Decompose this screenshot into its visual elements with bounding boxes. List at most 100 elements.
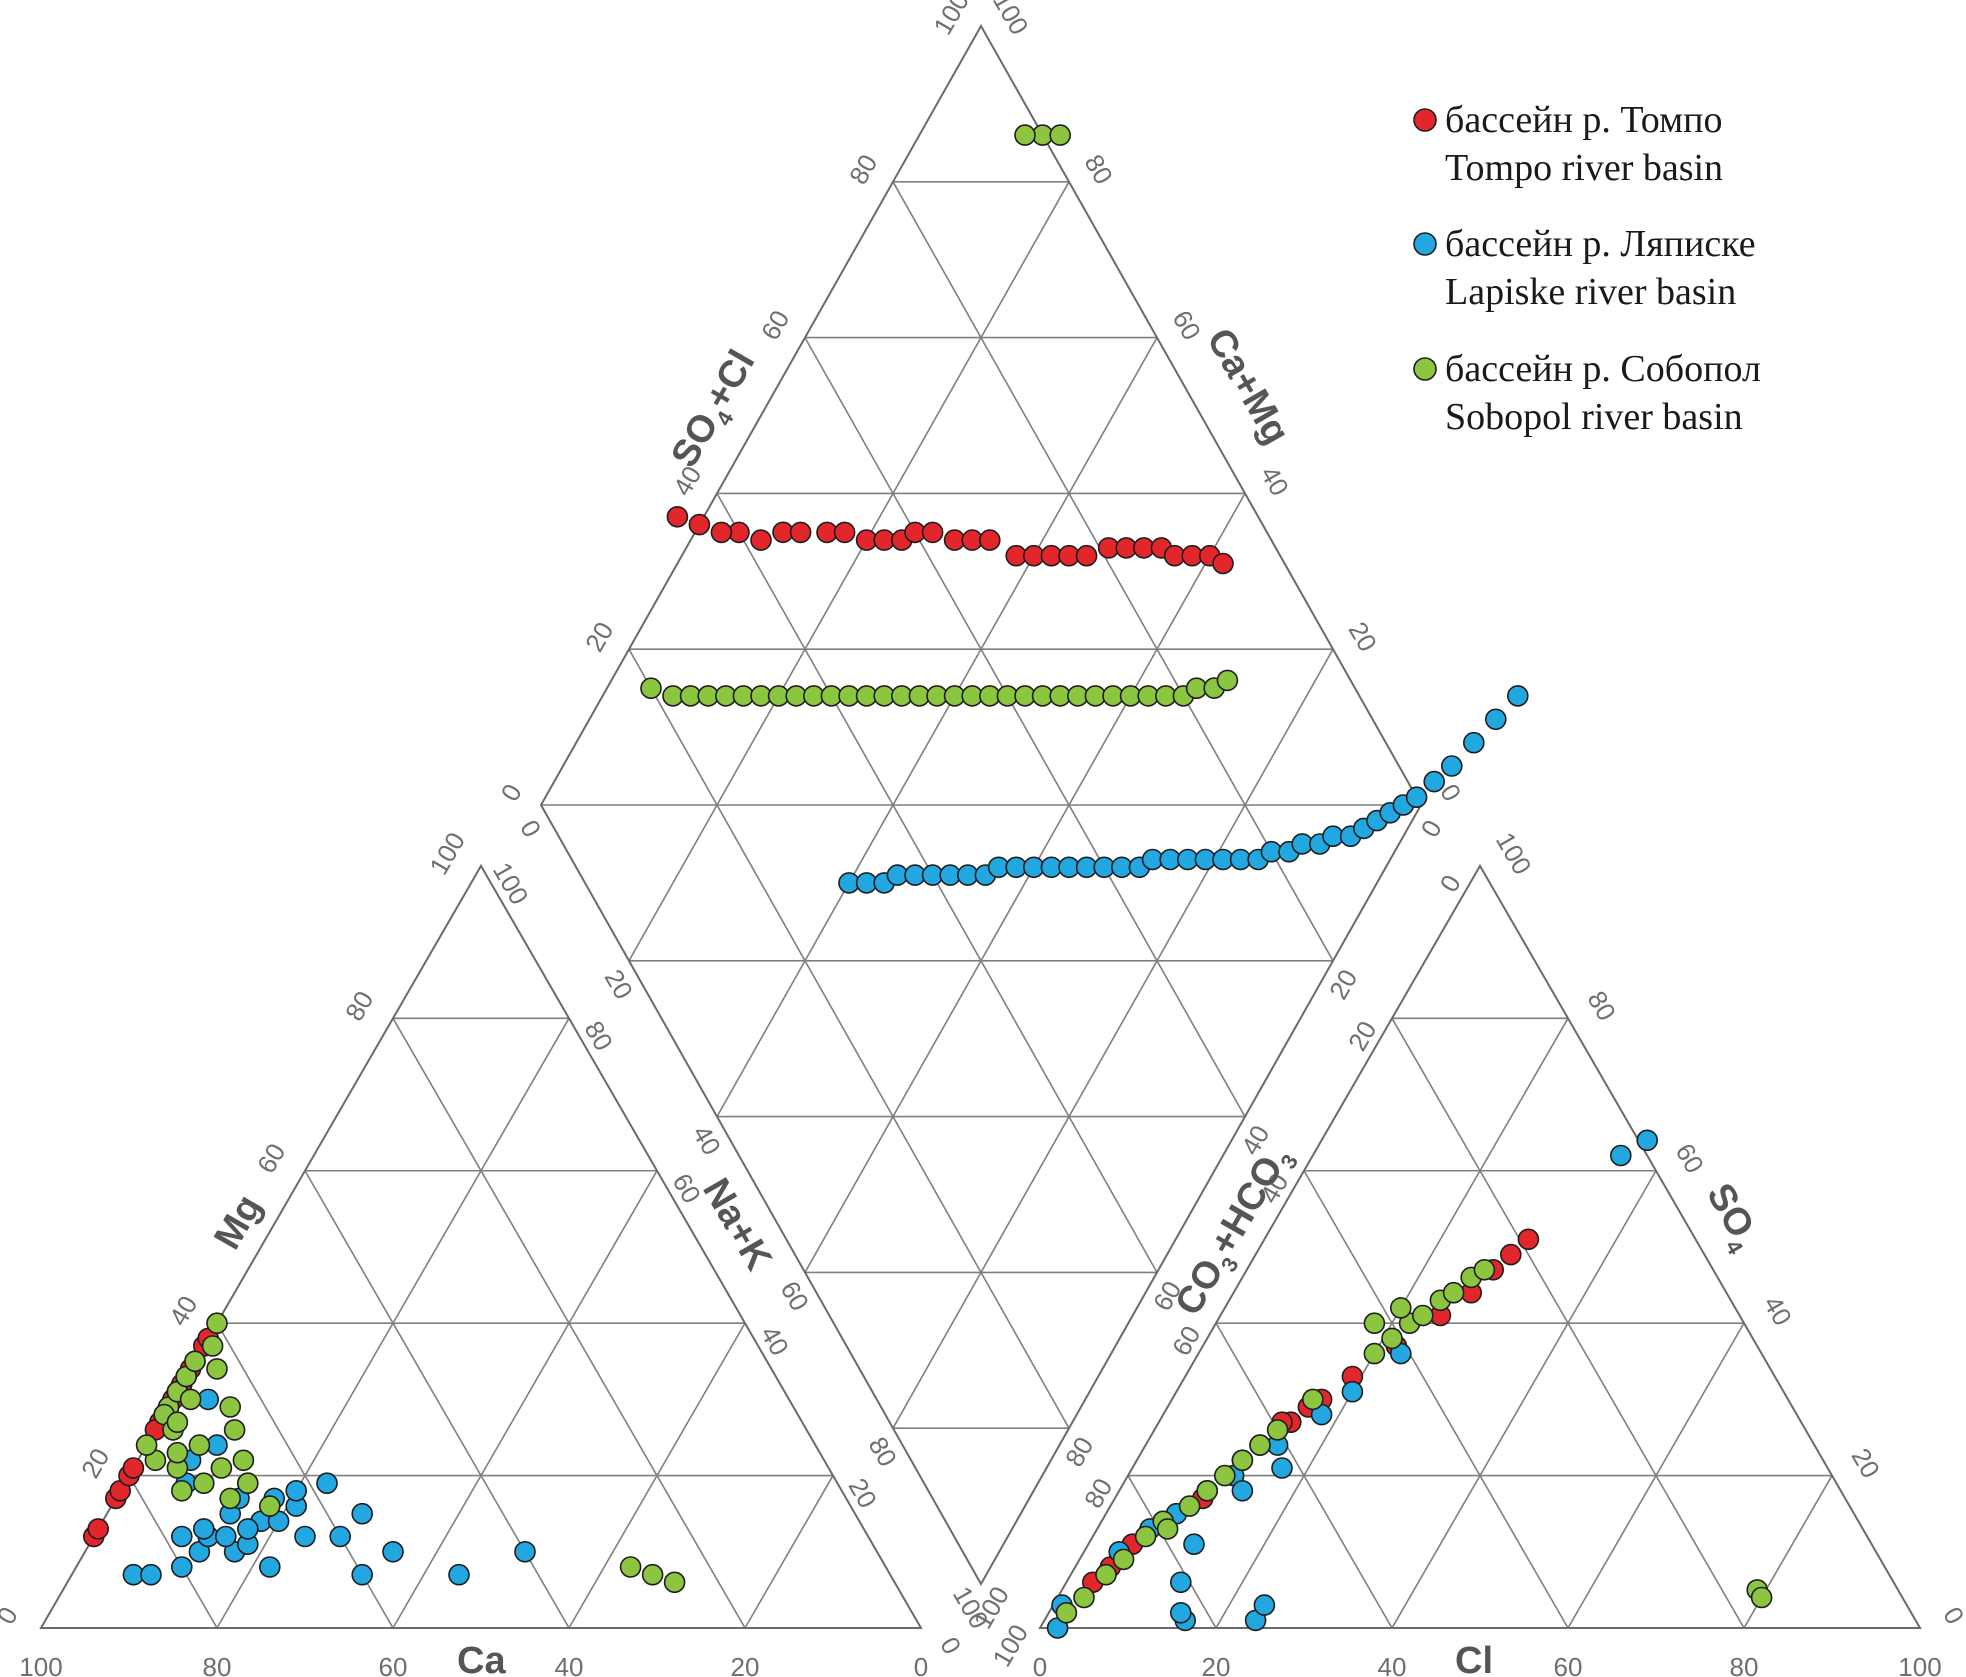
axis-label-ca: Ca bbox=[457, 1640, 506, 1677]
diamond-point-lapiske bbox=[1507, 685, 1529, 707]
anion-point-sobopol bbox=[1156, 1518, 1179, 1540]
diamond-lower-right-tick: 80 bbox=[1059, 1432, 1099, 1472]
legend-label-sobopol-en: Sobopol river basin bbox=[1445, 396, 1743, 438]
diamond-frame bbox=[539, 23, 1423, 1587]
diamond-lower-left-tick: 40 bbox=[687, 1120, 727, 1160]
cation-bottom-tick: 60 bbox=[379, 1652, 408, 1677]
cation-point-sobopol bbox=[258, 1495, 281, 1517]
diamond-upper-right-tick: 100 bbox=[987, 0, 1035, 40]
anion-frame bbox=[1038, 863, 1922, 1629]
anion-point-sobopol bbox=[1266, 1419, 1289, 1441]
legend-marker-lapiske bbox=[1413, 232, 1437, 256]
diamond-point-tompo bbox=[833, 521, 856, 544]
cation-point-lapiske bbox=[294, 1525, 316, 1548]
cation-gridline bbox=[392, 1170, 658, 1629]
diamond-upper-left-tick: 100 bbox=[927, 0, 975, 40]
cation-point-lapiske bbox=[351, 1563, 374, 1586]
axis-labels: Mg Ca Na+K Cl SO4 CO3+HCO3 SO4+Cl Ca+Mg bbox=[206, 322, 1762, 1677]
diamond-lower-left-tick: 60 bbox=[775, 1276, 815, 1316]
anion-bottom-tick: 0 bbox=[1033, 1652, 1047, 1677]
cation-right-tick: 0 bbox=[934, 1632, 967, 1660]
anion-point-tompo bbox=[1517, 1228, 1540, 1251]
cation-point-sobopol bbox=[206, 1358, 228, 1380]
axis-label-nak: Na+K bbox=[694, 1172, 780, 1279]
diamond-upper-left-tick: 20 bbox=[579, 617, 619, 657]
anion-point-lapiske bbox=[1636, 1129, 1658, 1152]
anion-point-sobopol bbox=[1231, 1449, 1254, 1472]
diamond-point-lapiske bbox=[1423, 770, 1445, 793]
diamond-point-tompo bbox=[688, 513, 711, 536]
legend: бассейн р. Томпо Tompo river basin бассе… bbox=[1413, 99, 1761, 438]
diamond-point-tompo bbox=[1212, 552, 1234, 575]
anion-gridline bbox=[1127, 1475, 1217, 1629]
cation-right-tick: 80 bbox=[579, 1016, 619, 1056]
anion-point-sobopol bbox=[1381, 1327, 1403, 1350]
anion-left-tick: 20 bbox=[1342, 1016, 1382, 1056]
cation-point-lapiske bbox=[316, 1472, 338, 1494]
anion-left-tick: 80 bbox=[1078, 1473, 1118, 1513]
anion-bottom-tick: 20 bbox=[1202, 1652, 1231, 1677]
cation-point-sobopol bbox=[166, 1411, 189, 1433]
cation-point-lapiske bbox=[351, 1502, 374, 1525]
axis-label-co3-hco3: CO3+HCO3 bbox=[1167, 1139, 1303, 1326]
diamond-point-tompo bbox=[750, 529, 772, 551]
cation-left-tick: 20 bbox=[75, 1443, 115, 1483]
anion-bottom-tick: 60 bbox=[1554, 1652, 1583, 1677]
cation-left-tick: 40 bbox=[163, 1291, 203, 1331]
anion-right-tick: 0 bbox=[1937, 1602, 1966, 1630]
legend-marker-tompo bbox=[1413, 108, 1437, 132]
cation-point-lapiske bbox=[382, 1541, 404, 1563]
cation-point-sobopol bbox=[179, 1388, 202, 1411]
cation-point-sobopol bbox=[193, 1472, 215, 1494]
anion-point-lapiske bbox=[1341, 1380, 1364, 1403]
cation-point-lapiske bbox=[329, 1525, 352, 1548]
diamond-point-lapiske bbox=[1441, 755, 1463, 777]
cation-point-sobopol bbox=[219, 1487, 241, 1510]
cation-right-tick: 40 bbox=[755, 1321, 795, 1361]
cation-point-lapiske bbox=[140, 1563, 162, 1586]
diamond-point-tompo bbox=[666, 505, 689, 528]
anion-left-tick: 0 bbox=[1434, 870, 1467, 898]
anion-point-sobopol bbox=[1196, 1480, 1218, 1502]
cation-left-tick: 80 bbox=[339, 986, 379, 1026]
anion-gridline bbox=[1215, 1322, 1393, 1629]
cation-bottom-tick: 80 bbox=[203, 1652, 232, 1677]
cation-point-sobopol bbox=[219, 1396, 241, 1418]
diamond-point-tompo bbox=[978, 529, 1001, 551]
anion-point-lapiske bbox=[1170, 1571, 1192, 1594]
cation-point-sobopol bbox=[166, 1441, 189, 1464]
diamond-upper-right-tick: 20 bbox=[1343, 617, 1383, 657]
legend-label-lapiske-ru: бассейн р. Ляписке bbox=[1445, 223, 1756, 265]
diamond-gridline bbox=[628, 181, 1070, 962]
diamond-gridline bbox=[804, 337, 1246, 1117]
anion-point-sobopol bbox=[1214, 1464, 1236, 1487]
legend-label-lapiske-en: Lapiske river basin bbox=[1445, 271, 1736, 313]
cation-left-tick: 100 bbox=[423, 827, 471, 880]
diamond-point-tompo bbox=[710, 521, 733, 544]
diamond-upper-right-tick: 60 bbox=[1167, 305, 1207, 345]
cation-gridline bbox=[128, 1475, 218, 1629]
diamond-point-tompo bbox=[789, 521, 812, 544]
diamond-point-tompo bbox=[921, 521, 944, 544]
cation-point-tompo bbox=[122, 1457, 145, 1479]
legend-item-sobopol: бассейн р. Собопол Sobopol river basin bbox=[1413, 348, 1761, 438]
diamond-point-sobopol bbox=[1049, 124, 1071, 146]
anion-point-sobopol bbox=[1412, 1304, 1434, 1327]
cation-gridline bbox=[744, 1475, 834, 1629]
axis-label-cl: Cl bbox=[1455, 1640, 1493, 1677]
cation-bottom-tick: 100 bbox=[19, 1652, 62, 1677]
diamond-lower-right-tick: 20 bbox=[1323, 964, 1363, 1004]
cation-point-sobopol bbox=[171, 1480, 193, 1502]
diamond-upper-right-tick: 40 bbox=[1255, 461, 1295, 501]
cation-bottom-tick: 40 bbox=[555, 1652, 584, 1677]
cation-point-lapiske bbox=[215, 1525, 237, 1548]
cation-point-sobopol bbox=[201, 1335, 224, 1357]
anion-right-tick: 60 bbox=[1670, 1138, 1710, 1178]
anion-point-sobopol bbox=[1302, 1388, 1324, 1411]
legend-label-tompo-ru: бассейн р. Томпо bbox=[1445, 99, 1722, 141]
diamond-upper-left-tick: 80 bbox=[843, 149, 883, 189]
diamond-point-lapiske bbox=[1463, 731, 1485, 754]
axis-label-so4-cl: SO4+Cl bbox=[663, 343, 768, 477]
diamond-gridline bbox=[804, 493, 1246, 1273]
anion-point-sobopol bbox=[1178, 1495, 1201, 1517]
